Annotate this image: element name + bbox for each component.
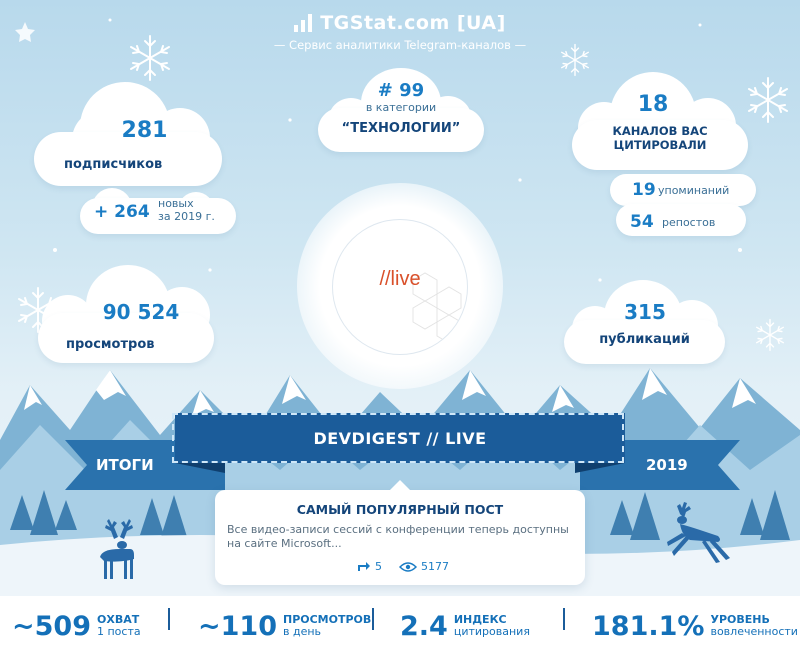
channel-logo: //live (333, 220, 467, 354)
metric-sub: 1 поста (96, 625, 141, 638)
metric-daily-views: ~110 ПРОСМОТРОВ в день (198, 596, 371, 656)
metric-divider (168, 608, 170, 630)
category-prefix: в категории (365, 101, 437, 114)
new-subscribers-label-1: новых (158, 197, 194, 210)
category-cloud: # 99 в категории “ТЕХНОЛОГИИ” (316, 68, 486, 154)
post-views: 5177 (421, 560, 449, 573)
banner-left-text: ИТОГИ (96, 456, 154, 474)
post-heading: САМЫЙ ПОПУЛЯРНЫЙ ПОСТ (296, 502, 504, 517)
deer-icon (667, 502, 730, 563)
site-subtitle: — Сервис аналитики Telegram-каналов — (273, 38, 527, 52)
banner-right-text: 2019 (646, 456, 688, 474)
hexagon-pattern (412, 272, 462, 344)
citations-label-1: КАНАЛОВ ВАС (612, 124, 708, 138)
views-cloud: 90 524 просмотров (36, 265, 216, 365)
citations-value: 18 (637, 92, 669, 117)
logo-text: //live (379, 268, 421, 290)
citations-cloud: 18 КАНАЛОВ ВАС ЦИТИРОВАЛИ (570, 72, 750, 172)
new-subscribers-label-2: за 2019 г. (158, 210, 215, 223)
metric-citation-index: 2.4 ИНДЕКС цитирования (400, 596, 530, 656)
category-name: “ТЕХНОЛОГИИ” (341, 121, 461, 136)
reposts-label: репостов (662, 216, 716, 229)
ribbon-fold (175, 463, 625, 473)
views-label: просмотров (66, 337, 155, 352)
mentions-value: 19 (632, 180, 656, 200)
eye-icon (399, 562, 417, 572)
ribbon-dashed-border (172, 413, 624, 463)
ribbon-main (175, 413, 625, 463)
metric-sub: вовлеченности (710, 625, 798, 638)
metric-title: ИНДЕКС (453, 613, 507, 626)
publications-value: 315 (624, 300, 666, 324)
mentions-cloud: 19 упоминаний 54 репостов (608, 168, 758, 240)
snowflake-icon (748, 77, 788, 123)
deer-icon (100, 519, 134, 579)
popular-post-card[interactable]: САМЫЙ ПОПУЛЯРНЫЙ ПОСТ Все видео-записи с… (215, 480, 585, 585)
metric-value: 181.1% (592, 610, 705, 642)
reposts-value: 54 (630, 212, 654, 232)
metric-divider (372, 608, 374, 630)
star-icon (15, 22, 35, 42)
subscribers-value: 281 (121, 118, 168, 143)
metric-engagement: 181.1% УРОВЕНЬ вовлеченности (592, 596, 798, 656)
metric-divider (563, 608, 565, 630)
category-rank: # 99 (377, 80, 425, 101)
publications-cloud: 315 публикаций (562, 280, 727, 366)
header: TGStat.com [UA] — Сервис аналитики Teleg… (0, 12, 800, 52)
card-pointer (388, 480, 412, 492)
metric-value: ~509 (12, 610, 91, 642)
bar-chart-icon (294, 14, 313, 32)
post-text: Все видео-записи сессий с конференции те… (227, 523, 569, 550)
repost-icon (358, 562, 370, 571)
mentions-label: упоминаний (658, 184, 730, 197)
metric-reach: ~509 ОХВАТ 1 поста (12, 596, 141, 656)
subscribers-label: подписчиков (64, 157, 163, 172)
site-title: TGStat.com [UA] (320, 12, 506, 34)
metric-sub: в день (282, 625, 322, 638)
metric-title: УРОВЕНЬ (710, 613, 770, 626)
metric-sub: цитирования (453, 625, 530, 638)
post-reposts: 5 (375, 560, 382, 573)
metric-value: ~110 (198, 610, 277, 642)
new-subscribers-cloud: + 264 новых за 2019 г. (78, 188, 238, 234)
views-value: 90 524 (102, 300, 180, 324)
metric-title: ПРОСМОТРОВ (282, 613, 372, 626)
citations-label-2: ЦИТИРОВАЛИ (613, 138, 707, 152)
new-subscribers-value: + 264 (94, 202, 150, 222)
publications-label: публикаций (599, 332, 690, 347)
banner-title: DEVDIGEST // LIVE (313, 429, 487, 448)
metrics-strip: ~509 ОХВАТ 1 поста ~110 ПРОСМОТРОВ в день … (0, 596, 800, 656)
metric-title: ОХВАТ (96, 613, 140, 626)
subscribers-cloud: 281 подписчиков (32, 80, 222, 190)
metric-value: 2.4 (400, 610, 448, 642)
